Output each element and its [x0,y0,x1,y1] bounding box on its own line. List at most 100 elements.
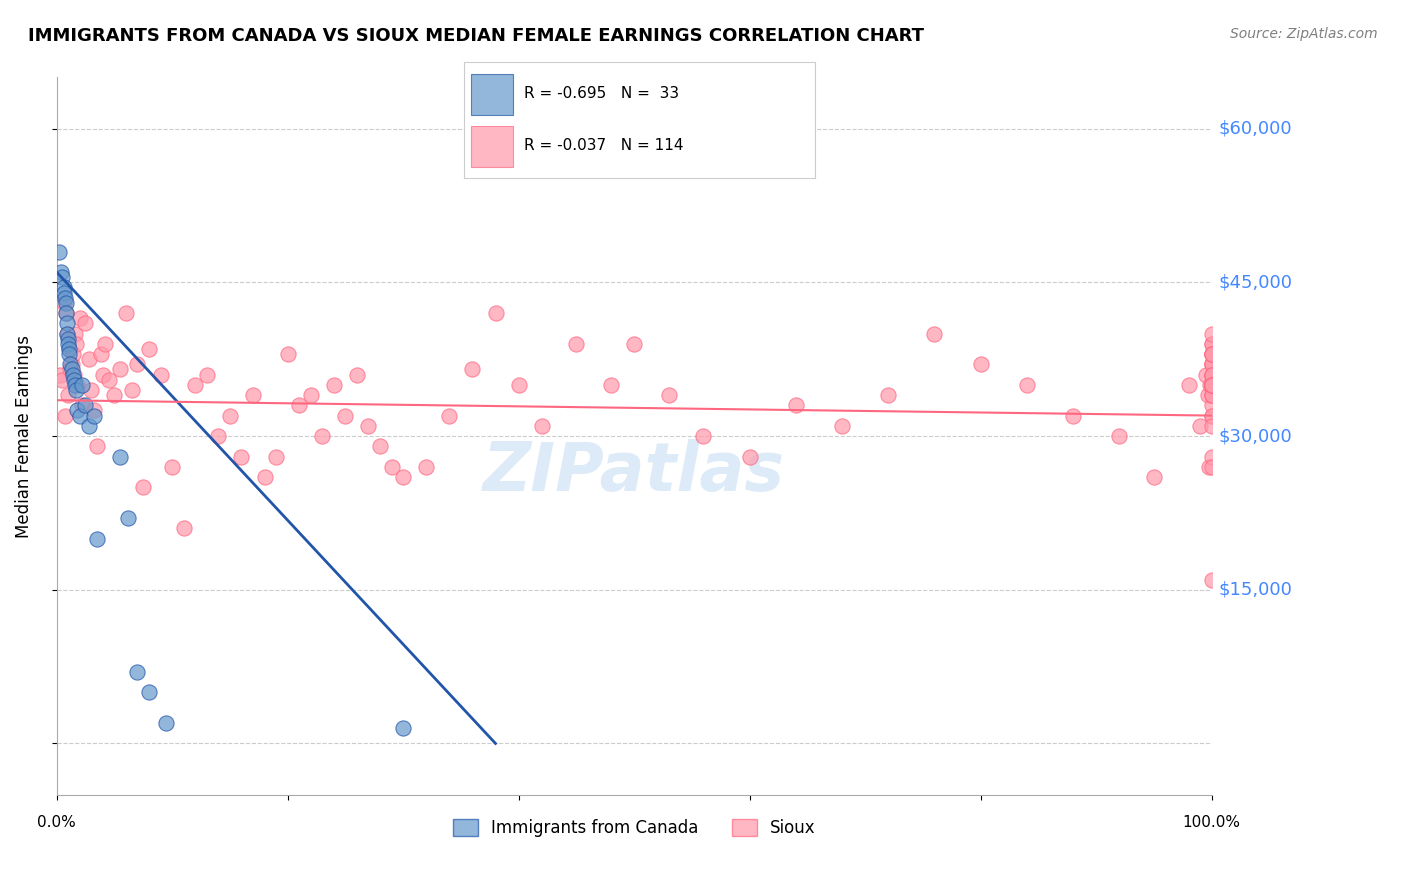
Point [69,311,91,326]
Point [1062,409,1084,423]
Point [48,244,70,259]
Point [692,429,714,443]
Point [1201,357,1223,371]
Text: Source: ZipAtlas.com: Source: ZipAtlas.com [1230,27,1378,41]
Point [155,716,177,731]
Y-axis label: Median Female Earnings: Median Female Earnings [15,334,32,538]
Point [63,368,86,382]
Point [75,317,97,331]
Point [1201,336,1223,351]
Point [49,368,72,382]
Point [1195,368,1218,382]
Point [51,373,73,387]
Point [1201,388,1223,402]
Point [62,368,84,382]
Point [1201,573,1223,587]
Point [138,342,160,356]
Point [138,685,160,699]
Point [335,409,357,423]
Point [1189,418,1212,433]
Point [311,429,333,443]
Point [58,347,80,361]
Point [53,291,76,305]
Point [1177,377,1199,392]
Point [195,368,218,382]
Point [108,362,131,376]
Point [1201,388,1223,402]
Point [1201,326,1223,341]
Point [66,377,89,392]
Point [1201,377,1223,392]
Point [1201,377,1223,392]
Point [368,439,391,453]
Point [91,368,114,382]
Point [484,306,506,320]
Point [69,409,91,423]
Point [565,336,588,351]
Point [1201,347,1223,361]
Point [508,377,530,392]
Point [149,368,172,382]
Point [1201,409,1223,423]
Point [65,383,87,397]
Point [346,368,368,382]
Point [392,470,415,484]
Point [59,357,82,371]
Point [63,377,86,392]
Point [132,480,155,494]
Point [70,377,93,392]
Point [1015,377,1038,392]
Point [115,306,138,320]
Point [103,388,125,402]
Point [299,388,322,402]
Point [1143,470,1166,484]
Point [52,280,75,294]
Text: $15,000: $15,000 [1219,581,1292,599]
Text: 0.0%: 0.0% [37,815,76,830]
Point [1201,450,1223,464]
Point [83,403,105,417]
Point [97,373,120,387]
Point [1201,377,1223,392]
Point [207,429,229,443]
Point [59,362,82,376]
Point [738,450,761,464]
Point [1108,429,1130,443]
Point [94,336,117,351]
Point [55,306,77,320]
Point [83,409,105,423]
Point [1201,377,1223,392]
Point [242,388,264,402]
Point [77,418,100,433]
Point [1201,377,1223,392]
Point [785,398,807,412]
Point [924,326,946,341]
Point [56,336,79,351]
Point [218,409,240,423]
Point [1201,398,1223,412]
Point [184,377,207,392]
Point [117,511,139,525]
Point [253,470,276,484]
Point [1201,459,1223,474]
Point [1201,336,1223,351]
Point [51,270,73,285]
Point [1198,459,1220,474]
Point [77,352,100,367]
Point [56,326,79,341]
Point [127,665,149,679]
Point [86,439,108,453]
Point [288,398,311,412]
Point [65,336,87,351]
Point [52,296,75,310]
Point [63,373,86,387]
Point [58,342,80,356]
Point [1201,377,1223,392]
Point [1201,377,1223,392]
Text: $60,000: $60,000 [1219,120,1292,137]
Point [1201,409,1223,423]
Point [60,357,83,371]
Point [1201,418,1223,433]
Bar [471,126,513,167]
Point [56,388,79,402]
